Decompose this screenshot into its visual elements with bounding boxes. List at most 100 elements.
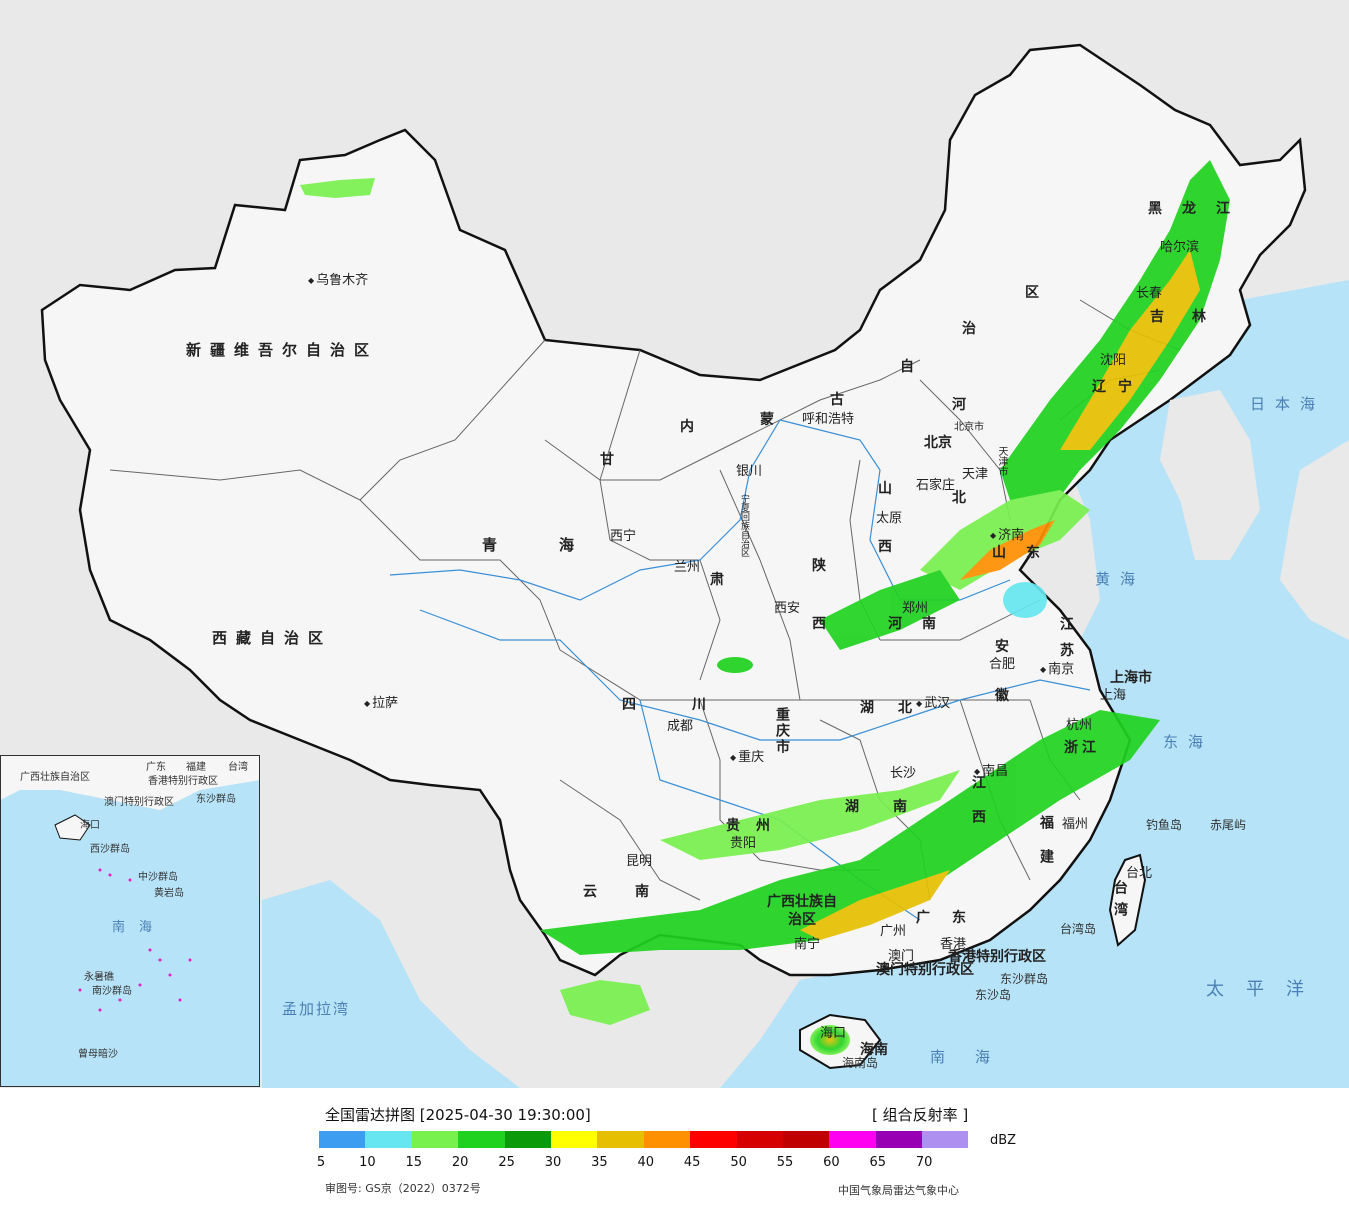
legend-product: [ 组合反射率 ] <box>872 1106 969 1124</box>
label-qinghai: 青海 <box>482 536 637 554</box>
echo-yunnan <box>560 980 650 1025</box>
label-shanxi-1: 山 <box>878 481 892 497</box>
label-liaoning: 辽宁 <box>1092 379 1144 395</box>
echo-northeast-core <box>1060 250 1200 450</box>
legend-swatch <box>550 1131 598 1148</box>
label-nmg-4: 自 <box>900 359 914 375</box>
city-macao: 澳门 <box>888 949 915 964</box>
japan-islands <box>1280 440 1349 640</box>
label-yunnan: 云南 <box>583 884 687 900</box>
legend-tick: 20 <box>451 1155 469 1170</box>
legend-swatch <box>411 1131 459 1148</box>
legend-unit: dBZ <box>990 1133 1017 1148</box>
city-lanzhou: 兰州 <box>674 560 701 575</box>
inset-hainan <box>54 814 91 841</box>
label-hebei-2: 北 <box>952 490 966 506</box>
legend-swatch <box>782 1131 830 1148</box>
city-chengdu: 成都 <box>667 719 694 734</box>
label-nmg-6: 区 <box>1025 285 1039 301</box>
legend-swatch <box>319 1131 366 1148</box>
legend-swatch <box>690 1131 737 1148</box>
legend-title: 全国雷达拼图 [2025-04-30 19:30:00] <box>325 1106 591 1124</box>
inset-xisha: 西沙群岛 <box>90 844 130 855</box>
city-haikou: 海口 <box>820 1026 847 1041</box>
label-nmg-5: 治 <box>962 321 976 337</box>
echo-south-core <box>800 870 950 940</box>
label-hunan: 湖南 <box>845 799 941 815</box>
city-tianjin: 天津 <box>962 467 989 482</box>
label-fujian: 福建 <box>1038 815 1054 883</box>
echo-xinjiang <box>300 178 375 198</box>
legend-swatch <box>643 1131 691 1148</box>
city-shenyang: 沈阳 <box>1100 353 1127 368</box>
island-dongsha: 东沙岛 <box>975 988 1012 1002</box>
city-shijiazhuang: 石家庄 <box>916 478 956 493</box>
city-yinchuan: 银川 <box>736 464 763 479</box>
label-beijing-mun: 北京市 <box>954 422 984 433</box>
label-xinjiang: 新疆维吾尔自治区 <box>186 341 379 359</box>
map-canvas <box>0 0 1349 1088</box>
label-jilin: 吉林 <box>1150 309 1234 325</box>
sea-bengal: 孟加拉湾 <box>282 1000 351 1018</box>
legend-colorbar <box>319 1131 969 1148</box>
city-nanchang: 南昌 <box>974 760 1008 779</box>
korea-peninsula <box>1160 390 1260 560</box>
inset-fujian: 福建 <box>186 762 206 773</box>
legend-org: 中国气象局雷达气象中心 <box>838 1184 959 1197</box>
legend-ticks: 5 10 15 20 25 30 35 40 45 50 55 60 65 70 <box>300 1155 980 1171</box>
inset-yongshu: 永暑礁 <box>84 972 114 983</box>
sea-yellow: 黄海 <box>1095 570 1146 588</box>
city-beijing: 北京 <box>924 435 952 451</box>
label-nmg-3: 古 <box>830 392 844 408</box>
city-hongkong: 香港 <box>940 937 967 952</box>
legend-swatch <box>875 1131 923 1148</box>
sea-east: 东海 <box>1163 733 1214 751</box>
south-china-sea-inset <box>0 755 260 1087</box>
inset-haikou: 海口 <box>80 820 100 831</box>
label-jiangxi: 江西 <box>970 775 986 843</box>
city-lhasa: 拉萨 <box>364 692 398 711</box>
label-shaanxi-1: 陕 <box>812 558 826 574</box>
city-hefei: 合肥 <box>989 657 1016 672</box>
sea-pacific: 太平洋 <box>1206 979 1326 1000</box>
island-hainan: 海南岛 <box>842 1056 879 1070</box>
echo-central-band <box>660 770 960 860</box>
inset-guangdong: 广东 <box>146 762 166 773</box>
legend-tick: 50 <box>730 1155 747 1170</box>
label-sichuan: 四川 <box>622 697 762 713</box>
label-shanxi-2: 西 <box>878 539 892 555</box>
label-hubei: 湖北 <box>860 700 936 716</box>
taiwan-island <box>1108 853 1147 947</box>
city-xining: 西宁 <box>610 529 637 544</box>
city-fuzhou: 福州 <box>1062 817 1089 832</box>
city-zhengzhou: 郑州 <box>902 601 929 616</box>
label-henan: 河南 <box>888 616 956 632</box>
legend-tick: 70 <box>915 1155 933 1170</box>
city-urumqi: 乌鲁木齐 <box>308 269 368 288</box>
city-guangzhou: 广州 <box>880 924 907 939</box>
sea-south: 南海 <box>930 1048 1021 1066</box>
label-jiangsu-2: 苏 <box>1060 643 1074 659</box>
label-hainan: 海南 <box>860 1042 888 1058</box>
label-anhui-1: 安 <box>995 639 1009 655</box>
echo-gansu-cell <box>717 657 753 673</box>
inset-macau: 澳门特别行政区 <box>104 797 174 808</box>
label-guizhou: 贵州 <box>726 818 786 834</box>
label-zhejiang: 浙江 <box>1064 740 1100 756</box>
inset-nansha: 南沙群岛 <box>92 986 132 997</box>
city-changchun: 长春 <box>1136 286 1163 301</box>
legend-swatch <box>922 1131 969 1148</box>
legend-swatch <box>504 1131 551 1148</box>
label-nmg-2: 蒙 <box>760 412 774 428</box>
legend-tick: 45 <box>683 1155 701 1170</box>
city-taiyuan: 太原 <box>876 511 903 526</box>
ocean-bengal <box>262 880 520 1088</box>
city-wuhan: 武汉 <box>916 692 950 711</box>
label-shanghai-mun: 上海市 <box>1110 670 1152 686</box>
label-gansu-1: 甘 <box>600 452 614 468</box>
city-xian: 西安 <box>774 601 801 616</box>
radar-map <box>0 0 1349 1088</box>
label-gansu-2: 肃 <box>710 572 724 588</box>
label-heilongjiang: 黑龙江 <box>1148 201 1250 217</box>
legend-swatch <box>458 1131 505 1148</box>
